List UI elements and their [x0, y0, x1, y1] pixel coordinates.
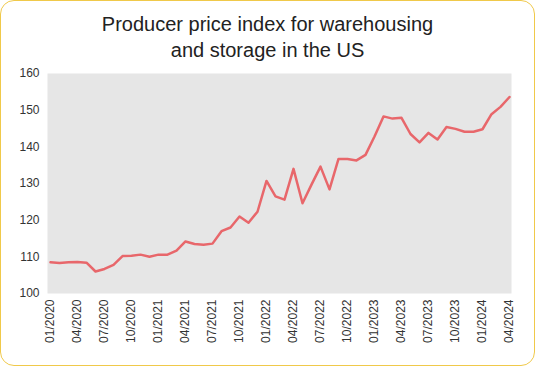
- svg-text:04/2023: 04/2023: [394, 299, 408, 343]
- svg-text:04/2020: 04/2020: [70, 299, 84, 343]
- svg-text:01/2021: 01/2021: [151, 299, 165, 343]
- svg-text:110: 110: [20, 250, 39, 264]
- html-text:Producer price index for wareh: Producer price index for warehousing and…: [101, 13, 434, 61]
- svg-text:01/2020: 01/2020: [43, 299, 57, 343]
- svg-text:100: 100: [19, 286, 39, 300]
- svg-text:150: 150: [19, 103, 39, 117]
- svg-text:10/2021: 10/2021: [232, 299, 246, 343]
- svg-text:130: 130: [19, 176, 39, 190]
- svg-text:160: 160: [19, 66, 39, 80]
- svg-text:10/2020: 10/2020: [124, 299, 138, 343]
- svg-text:10/2023: 10/2023: [448, 299, 462, 343]
- svg-text:07/2021: 07/2021: [205, 299, 219, 343]
- svg-text:07/2022: 07/2022: [313, 299, 327, 343]
- svg-text:04/2021: 04/2021: [178, 299, 192, 343]
- svg-text:07/2020: 07/2020: [97, 299, 111, 343]
- svg-text:10/2022: 10/2022: [340, 299, 354, 343]
- svg-text:07/2023: 07/2023: [421, 299, 435, 343]
- svg-text:140: 140: [19, 140, 39, 154]
- svg-text:01/2024: 01/2024: [475, 299, 489, 343]
- svg-text:120: 120: [19, 213, 39, 227]
- svg-text:01/2023: 01/2023: [367, 299, 381, 343]
- svg-text:04/2022: 04/2022: [286, 299, 300, 343]
- svg-text:01/2022: 01/2022: [259, 299, 273, 343]
- svg-text:04/2024: 04/2024: [502, 299, 516, 343]
